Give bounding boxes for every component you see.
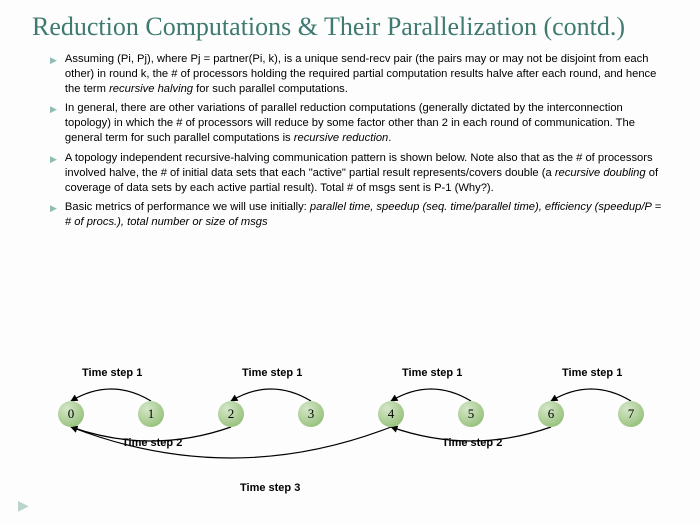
timestep-label: Time step 1: [402, 367, 462, 379]
reduction-diagram: 0 1 2 3 4 5 6 7 Time step 1 Time step 1 Time step …: [30, 365, 670, 515]
processor-node: 3: [298, 401, 324, 427]
timestep-label: Time step 1: [242, 367, 302, 379]
bullet-list: ▶Assuming (Pi, Pj), where Pj = partner(P…: [50, 52, 668, 230]
processor-node: 7: [618, 401, 644, 427]
bullet-item: ▶A topology independent recursive-halvin…: [50, 151, 668, 196]
bullet-text: A topology independent recursive-halving…: [65, 151, 668, 196]
bullet-item: ▶Assuming (Pi, Pj), where Pj = partner(P…: [50, 52, 668, 97]
slide-title: Reduction Computations & Their Paralleli…: [32, 12, 668, 42]
bullet-text: Basic metrics of performance we will use…: [65, 200, 668, 230]
processor-node: 1: [138, 401, 164, 427]
timestep-label: Time step 2: [442, 437, 502, 449]
processor-node: 0: [58, 401, 84, 427]
bullet-text: In general, there are other variations o…: [65, 101, 668, 146]
bullet-item: ▶In general, there are other variations …: [50, 101, 668, 146]
bullet-arrow-icon: ▶: [50, 55, 57, 97]
bullet-item: ▶ Basic metrics of performance we will us…: [50, 200, 668, 230]
bullet-arrow-icon: ▶: [50, 154, 57, 196]
processor-node: 4: [378, 401, 404, 427]
bullet-arrow-icon: ▶: [50, 104, 57, 146]
processor-node: 2: [218, 401, 244, 427]
slide-nav-icon: ▶: [18, 498, 29, 515]
processor-node: 6: [538, 401, 564, 427]
timestep-label: Time step 3: [240, 482, 300, 494]
processor-node: 5: [458, 401, 484, 427]
bullet-arrow-icon: ▶: [50, 203, 57, 230]
timestep-label: Time step 2: [122, 437, 182, 449]
timestep-label: Time step 1: [562, 367, 622, 379]
timestep-label: Time step 1: [82, 367, 142, 379]
bullet-text: Assuming (Pi, Pj), where Pj = partner(Pi…: [65, 52, 668, 97]
